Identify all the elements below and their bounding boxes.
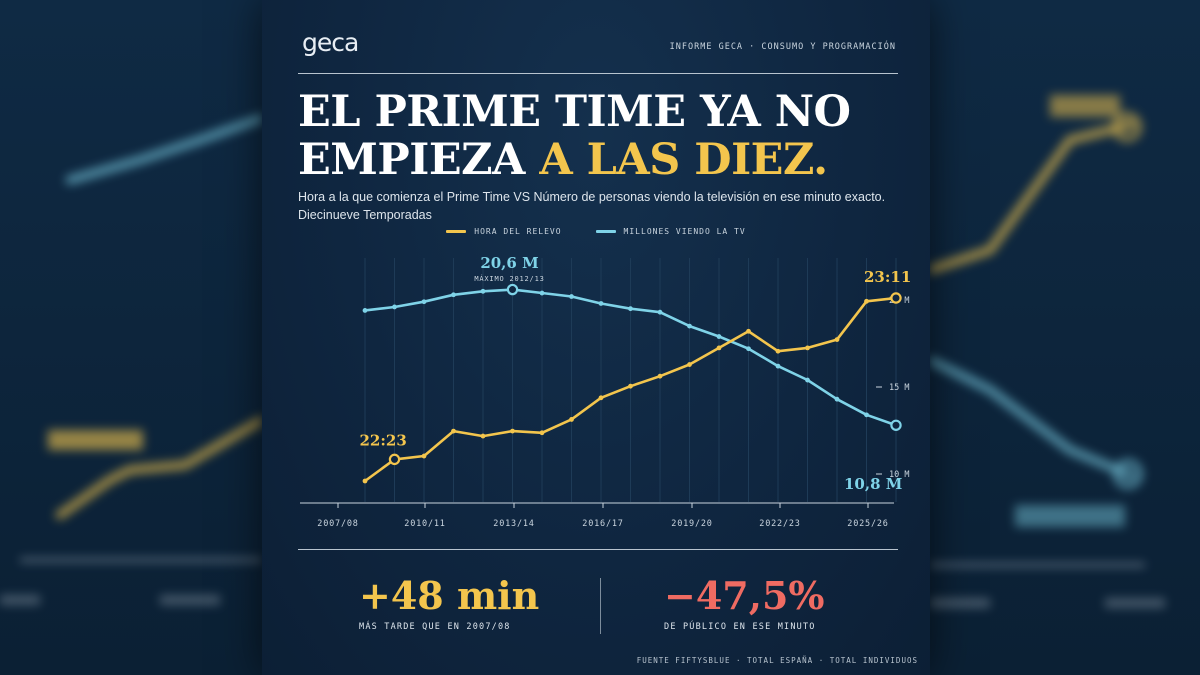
data-point-hora: [510, 428, 515, 434]
data-point-hora: [834, 337, 840, 342]
x-tick-label: 2007/08: [317, 519, 358, 529]
data-point-highlight-millones: [890, 419, 902, 431]
data-point-hora: [864, 298, 869, 304]
x-tick-label: 2025/26: [847, 519, 888, 529]
data-point-millones: [451, 292, 456, 298]
data-point-millones: [716, 334, 722, 339]
data-point-hora: [775, 348, 781, 354]
headline-highlight: A LAS DIEZ.: [539, 135, 828, 185]
legend-label-hora: HORA DEL RELEVO: [474, 227, 562, 236]
x-tick-label: 2022/23: [759, 519, 800, 529]
data-point-millones: [598, 301, 604, 306]
stat-minutes: +48 min MÁS TARDE QUE EN 2007/08: [359, 573, 540, 633]
background-panel-right: [930, 0, 1200, 675]
x-tick-label: 2016/17: [582, 519, 623, 529]
data-point-hora: [362, 478, 368, 484]
annotation-hora-end: 23:11: [864, 268, 911, 286]
stat-audience-value: −47,5%: [664, 573, 825, 618]
headline-line-2: EMPIEZA: [298, 135, 540, 185]
data-point-hora: [598, 395, 604, 401]
data-point-millones: [746, 346, 751, 352]
legend-label-millones: MILLONES VIENDO LA TV: [623, 227, 746, 236]
stat-audience: −47,5% DE PÚBLICO EN ESE MINUTO: [664, 573, 825, 633]
data-point-hora: [421, 453, 427, 459]
data-point-millones: [480, 288, 486, 294]
data-point-hora: [746, 328, 751, 334]
headline-line-1: EL PRIME TIME YA NO: [298, 87, 851, 137]
annotation-millones-end: 10,8 M: [844, 475, 902, 493]
stat-minutes-value: +48 min: [359, 573, 540, 618]
legend-item-millones: MILLONES VIENDO LA TV: [595, 227, 746, 236]
chart-legend: HORA DEL RELEVO MILLONES VIENDO LA TV: [262, 227, 930, 236]
geca-logo: geca: [302, 28, 359, 57]
stat-audience-label: DE PÚBLICO EN ESE MINUTO: [664, 622, 816, 632]
annotation-millones-max: 20,6 M: [480, 254, 538, 272]
data-point-millones: [421, 299, 427, 305]
data-point-millones: [805, 377, 810, 383]
background-chart-right: [930, 95, 1165, 608]
report-label: INFORME GECA · CONSUMO Y PROGRAMACIÓN: [669, 42, 896, 52]
headline: EL PRIME TIME YA NO EMPIEZA A LAS DIEZ.: [298, 88, 851, 184]
y-tick-label: 10 M: [889, 470, 909, 480]
data-point-highlight-hora: [388, 453, 401, 466]
data-point-highlight-millones: [506, 283, 519, 296]
data-point-hora: [451, 428, 456, 434]
data-point-hora: [569, 417, 574, 422]
source-footer: FUENTE FIFTYSBLUE · TOTAL ESPAÑA · TOTAL…: [636, 656, 918, 665]
data-point-millones: [569, 294, 574, 299]
stat-minutes-label: MÁS TARDE QUE EN 2007/08: [359, 622, 511, 632]
line-chart: 2007/08 2010/11 2013/14 2016/17 2019/20 2022/…: [300, 254, 911, 529]
data-point-millones: [392, 304, 397, 310]
data-point-millones: [834, 396, 840, 402]
data-point-hora: [657, 373, 663, 379]
annotation-hora-start: 22:23: [360, 431, 407, 449]
infographic-card: geca INFORME GECA · CONSUMO Y PROGRAMACI…: [262, 0, 930, 675]
data-point-millones: [539, 290, 545, 296]
data-point-millones: [687, 323, 692, 329]
x-tick-label: 2010/11: [404, 519, 445, 529]
x-tick-label: 2019/20: [671, 519, 712, 529]
legend-swatch-hora: [446, 230, 467, 233]
data-point-hora: [480, 433, 486, 439]
background-panel-left: [0, 0, 262, 675]
legend-item-hora: HORA DEL RELEVO: [446, 227, 561, 236]
data-point-hora: [687, 362, 692, 367]
data-point-millones: [864, 412, 869, 418]
stats-vertical-divider: [600, 578, 601, 634]
data-point-millones: [657, 309, 663, 315]
subtitle: Hora a la que comienza el Prime Time VS …: [298, 190, 886, 222]
stats-divider: [298, 549, 898, 550]
background-chart-left: [0, 113, 262, 605]
data-point-hora: [716, 345, 722, 351]
data-point-hora: [805, 345, 810, 351]
data-point-hora: [539, 430, 545, 436]
data-point-millones: [362, 308, 368, 313]
data-point-millones: [775, 363, 781, 369]
y-tick-label: 15 M: [889, 383, 909, 393]
data-point-hora: [628, 383, 633, 389]
x-tick-label: 2013/14: [493, 519, 534, 529]
annotation-millones-max-sub: MÁXIMO 2012/13: [474, 274, 544, 283]
legend-swatch-millones: [595, 230, 616, 233]
top-divider: [298, 73, 898, 74]
data-point-highlight-hora: [890, 292, 902, 304]
data-point-millones: [628, 306, 633, 312]
